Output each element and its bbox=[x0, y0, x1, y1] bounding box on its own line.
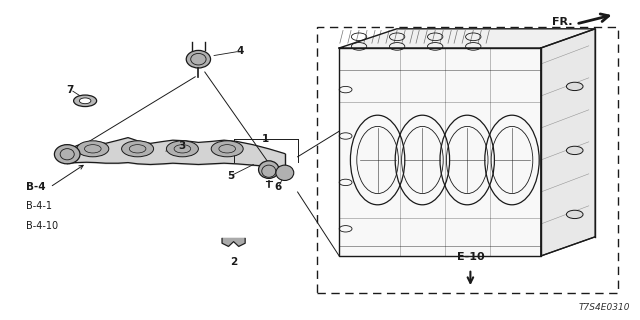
Text: 6: 6 bbox=[275, 182, 282, 192]
Text: 1: 1 bbox=[262, 134, 269, 144]
Text: E-10: E-10 bbox=[456, 252, 484, 262]
Text: FR.: FR. bbox=[552, 17, 573, 28]
Text: 4: 4 bbox=[236, 46, 244, 56]
Text: B-4-10: B-4-10 bbox=[26, 220, 58, 231]
Ellipse shape bbox=[276, 165, 294, 180]
Circle shape bbox=[122, 141, 154, 157]
Text: T7S4E0310: T7S4E0310 bbox=[579, 303, 630, 312]
Ellipse shape bbox=[186, 51, 211, 68]
Circle shape bbox=[566, 210, 583, 219]
Text: 5: 5 bbox=[227, 171, 234, 181]
Polygon shape bbox=[339, 29, 595, 48]
Polygon shape bbox=[339, 48, 541, 256]
Text: 2: 2 bbox=[230, 257, 237, 268]
Circle shape bbox=[166, 141, 198, 157]
Circle shape bbox=[566, 82, 583, 91]
Circle shape bbox=[77, 141, 109, 157]
Polygon shape bbox=[222, 238, 245, 246]
Text: 7: 7 bbox=[67, 84, 74, 95]
Text: 3: 3 bbox=[179, 140, 186, 151]
Bar bbox=[317, 27, 618, 293]
Circle shape bbox=[79, 98, 91, 104]
Circle shape bbox=[566, 146, 583, 155]
Circle shape bbox=[211, 141, 243, 157]
Ellipse shape bbox=[54, 145, 80, 164]
Text: B-4: B-4 bbox=[26, 182, 45, 192]
Ellipse shape bbox=[259, 161, 279, 179]
Text: B-4-1: B-4-1 bbox=[26, 201, 52, 212]
Circle shape bbox=[74, 95, 97, 107]
Polygon shape bbox=[541, 29, 595, 256]
